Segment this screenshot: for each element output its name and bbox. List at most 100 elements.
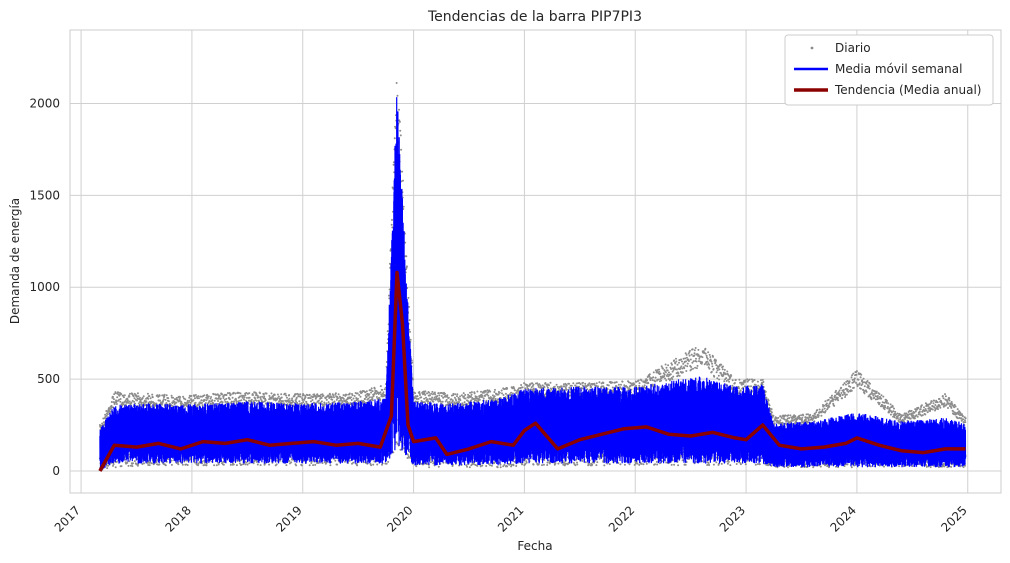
daily-point (494, 388, 496, 391)
daily-point (252, 394, 254, 396)
daily-point (170, 459, 173, 462)
daily-point (739, 463, 742, 466)
daily-point (203, 461, 206, 464)
daily-point (305, 401, 308, 403)
daily-point (162, 398, 165, 401)
daily-point (172, 396, 175, 399)
daily-point (784, 414, 787, 417)
daily-point (177, 461, 179, 464)
daily-point (426, 398, 429, 401)
daily-point (649, 379, 652, 382)
daily-point (204, 464, 206, 466)
daily-point (544, 382, 547, 384)
daily-point (726, 370, 729, 373)
daily-point (365, 395, 368, 398)
daily-point (268, 394, 271, 397)
daily-point (331, 398, 334, 401)
daily-point (136, 399, 138, 402)
daily-point (665, 379, 668, 382)
daily-point (201, 401, 203, 404)
daily-point (843, 382, 846, 385)
daily-point (464, 397, 467, 400)
daily-point (276, 397, 279, 400)
daily-point (827, 398, 830, 401)
daily-point (587, 463, 590, 466)
daily-point (197, 397, 200, 400)
daily-point (489, 390, 492, 393)
daily-point (681, 371, 684, 374)
daily-point (684, 357, 687, 360)
daily-point (357, 397, 359, 400)
daily-point (607, 384, 610, 387)
daily-point (158, 463, 161, 466)
daily-point (184, 398, 187, 401)
daily-point (690, 353, 693, 356)
daily-point (704, 347, 707, 350)
daily-point (717, 374, 720, 377)
daily-point (744, 463, 747, 466)
daily-point (334, 392, 337, 395)
daily-point (303, 398, 306, 401)
daily-point (243, 396, 246, 399)
daily-point (546, 464, 549, 466)
daily-point (723, 380, 726, 383)
daily-point (118, 398, 121, 401)
daily-point (112, 396, 114, 399)
daily-point (118, 394, 121, 397)
daily-point (532, 383, 535, 386)
daily-point (845, 393, 848, 396)
daily-point (128, 395, 131, 398)
daily-point (407, 296, 410, 299)
daily-point (807, 413, 809, 416)
daily-point (229, 463, 232, 466)
daily-point (788, 464, 791, 467)
daily-point (481, 395, 484, 398)
daily-point (568, 386, 571, 389)
daily-point (295, 464, 298, 467)
daily-point (101, 422, 104, 425)
daily-point (476, 390, 479, 393)
daily-point (143, 399, 146, 402)
daily-point (835, 389, 837, 392)
daily-point (491, 394, 494, 397)
daily-point (143, 462, 145, 465)
daily-point (371, 390, 374, 393)
daily-point (314, 463, 317, 466)
daily-point (368, 393, 371, 396)
daily-point (707, 351, 710, 354)
daily-point (122, 394, 125, 397)
daily-point (834, 394, 837, 397)
daily-point (112, 398, 115, 401)
daily-point (596, 461, 599, 464)
daily-point (148, 464, 151, 467)
daily-point (262, 393, 265, 396)
daily-point (248, 462, 251, 465)
daily-point (239, 395, 242, 398)
daily-point (147, 464, 150, 466)
daily-point (753, 379, 756, 381)
daily-point (312, 464, 315, 467)
daily-point (245, 396, 248, 399)
daily-point (588, 382, 591, 385)
daily-point (113, 393, 116, 396)
daily-point (708, 363, 711, 366)
daily-point (657, 378, 660, 381)
daily-point (431, 390, 434, 393)
daily-point (122, 403, 125, 406)
daily-point (217, 463, 220, 466)
daily-point (390, 223, 393, 226)
daily-point (330, 396, 333, 399)
daily-point (833, 396, 836, 399)
daily-point (777, 416, 780, 419)
daily-point (675, 360, 678, 363)
daily-point (844, 396, 847, 398)
daily-point (823, 404, 826, 407)
daily-point (455, 399, 458, 402)
daily-point (441, 400, 444, 403)
daily-point (447, 396, 450, 399)
daily-point (764, 390, 767, 393)
daily-point (409, 338, 412, 341)
daily-point (194, 401, 197, 404)
daily-point (406, 453, 409, 456)
daily-point (114, 466, 117, 469)
